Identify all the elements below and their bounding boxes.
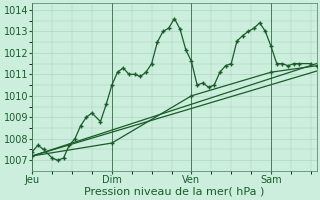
X-axis label: Pression niveau de la mer( hPa ): Pression niveau de la mer( hPa )	[84, 187, 265, 197]
